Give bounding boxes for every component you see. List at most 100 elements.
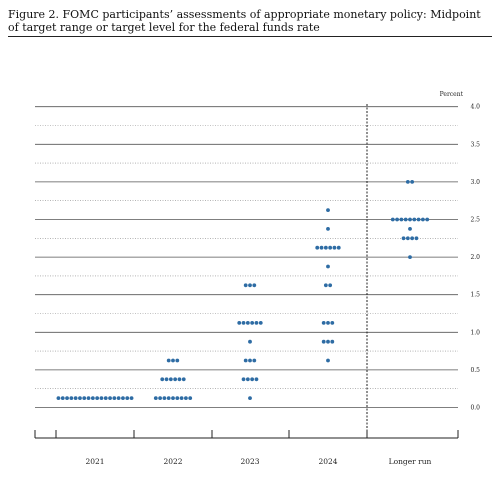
participant-dot: [390, 217, 395, 222]
participant-dot: [254, 377, 259, 382]
participant-dot: [181, 377, 186, 382]
participant-dot: [421, 217, 425, 222]
participant-dot: [245, 321, 250, 325]
participant-dot: [69, 396, 74, 400]
participant-dot: [56, 396, 61, 400]
participant-dot: [237, 321, 242, 325]
participant-dot: [408, 255, 412, 259]
participant-dot: [108, 396, 112, 400]
participant-dot: [60, 396, 65, 400]
participant-dot: [403, 217, 408, 222]
participant-dot: [158, 396, 163, 400]
participant-dot: [95, 396, 100, 400]
participant-dot: [330, 321, 335, 325]
participant-dot: [241, 377, 246, 382]
participant-dot: [410, 180, 415, 184]
y-tick-label: 1.5: [470, 292, 480, 299]
participant-dot: [252, 358, 257, 363]
participant-dot: [248, 283, 252, 288]
participant-dot: [90, 396, 95, 400]
participant-dot: [188, 396, 193, 400]
participant-dot: [103, 396, 108, 400]
participant-dot: [99, 396, 104, 400]
participant-dot: [412, 217, 417, 222]
participant-dot: [166, 358, 171, 363]
participant-dot: [414, 236, 419, 241]
participant-dot: [173, 377, 178, 382]
y-tick-label: 1.0: [470, 329, 480, 336]
participant-dot: [323, 245, 328, 250]
participant-dot: [116, 396, 121, 400]
participant-dot: [321, 321, 326, 325]
participant-dot: [328, 245, 333, 250]
participant-dot: [162, 396, 167, 400]
participant-dot: [166, 396, 171, 400]
participant-dot: [336, 245, 341, 250]
participant-dot: [405, 180, 410, 184]
y-axis-label: Percent: [440, 91, 464, 98]
participant-dot: [184, 396, 188, 400]
participant-dot: [82, 396, 87, 400]
x-axis: [34, 430, 459, 439]
x-category-label: 2022: [163, 457, 182, 466]
participant-dot: [425, 217, 430, 222]
participant-dot: [78, 396, 82, 400]
participant-dot: [326, 321, 330, 325]
participant-dot: [319, 245, 324, 250]
participant-dot: [243, 283, 248, 288]
participant-dot: [129, 396, 134, 400]
participant-dot: [254, 321, 259, 325]
participant-dot: [326, 358, 330, 363]
participant-dot: [326, 339, 330, 344]
y-tick-label: 3.5: [470, 141, 480, 148]
participant-dot: [65, 396, 69, 400]
x-category-label: 2021: [85, 457, 104, 466]
participant-dot: [248, 396, 252, 400]
participant-dot: [168, 377, 173, 382]
participant-dot: [243, 358, 248, 363]
participant-dot: [330, 339, 335, 344]
participant-dot: [258, 321, 263, 325]
participant-dot: [245, 377, 250, 382]
y-tick-label: 0.0: [470, 405, 480, 412]
figure-title: Figure 2. FOMC participants’ assessments…: [8, 8, 481, 34]
participant-dot: [248, 339, 252, 344]
participant-dot: [326, 264, 330, 269]
participant-dot: [179, 396, 184, 400]
participant-dot: [252, 283, 257, 288]
participant-dot: [248, 358, 252, 363]
participant-dot: [405, 236, 410, 241]
participant-dot: [160, 377, 165, 382]
participant-dot: [321, 339, 326, 344]
participant-dot: [171, 358, 175, 363]
participant-dot: [175, 358, 180, 363]
participant-dot: [177, 377, 182, 382]
participant-dot: [395, 217, 399, 222]
y-tick-label: 3.0: [470, 179, 480, 186]
x-category-label: 2024: [318, 457, 337, 466]
participant-dot: [175, 396, 180, 400]
x-category-label: 2023: [240, 457, 259, 466]
participant-dot: [73, 396, 78, 400]
x-category-labels: 2021 2022 2023 2024 Longer run: [85, 457, 431, 466]
participant-dot: [328, 283, 333, 288]
participant-dots: [56, 180, 430, 400]
participant-dot: [250, 321, 255, 325]
participant-dot: [408, 217, 412, 222]
y-tick-label: 2.5: [470, 217, 480, 224]
y-tick-label: 2.0: [470, 254, 480, 261]
participant-dot: [241, 321, 246, 325]
participant-dot: [326, 208, 330, 213]
gridlines: [35, 106, 458, 408]
participant-dot: [408, 227, 412, 231]
figure-header: Figure 2. FOMC participants’ assessments…: [8, 8, 492, 34]
participant-dot: [112, 396, 117, 400]
participant-dot: [164, 377, 169, 382]
participant-dot: [250, 377, 255, 382]
participant-dot: [171, 396, 175, 400]
participant-dot: [121, 396, 125, 400]
participant-dot: [399, 217, 404, 222]
participant-dot: [332, 245, 337, 250]
participant-dot: [401, 236, 406, 241]
